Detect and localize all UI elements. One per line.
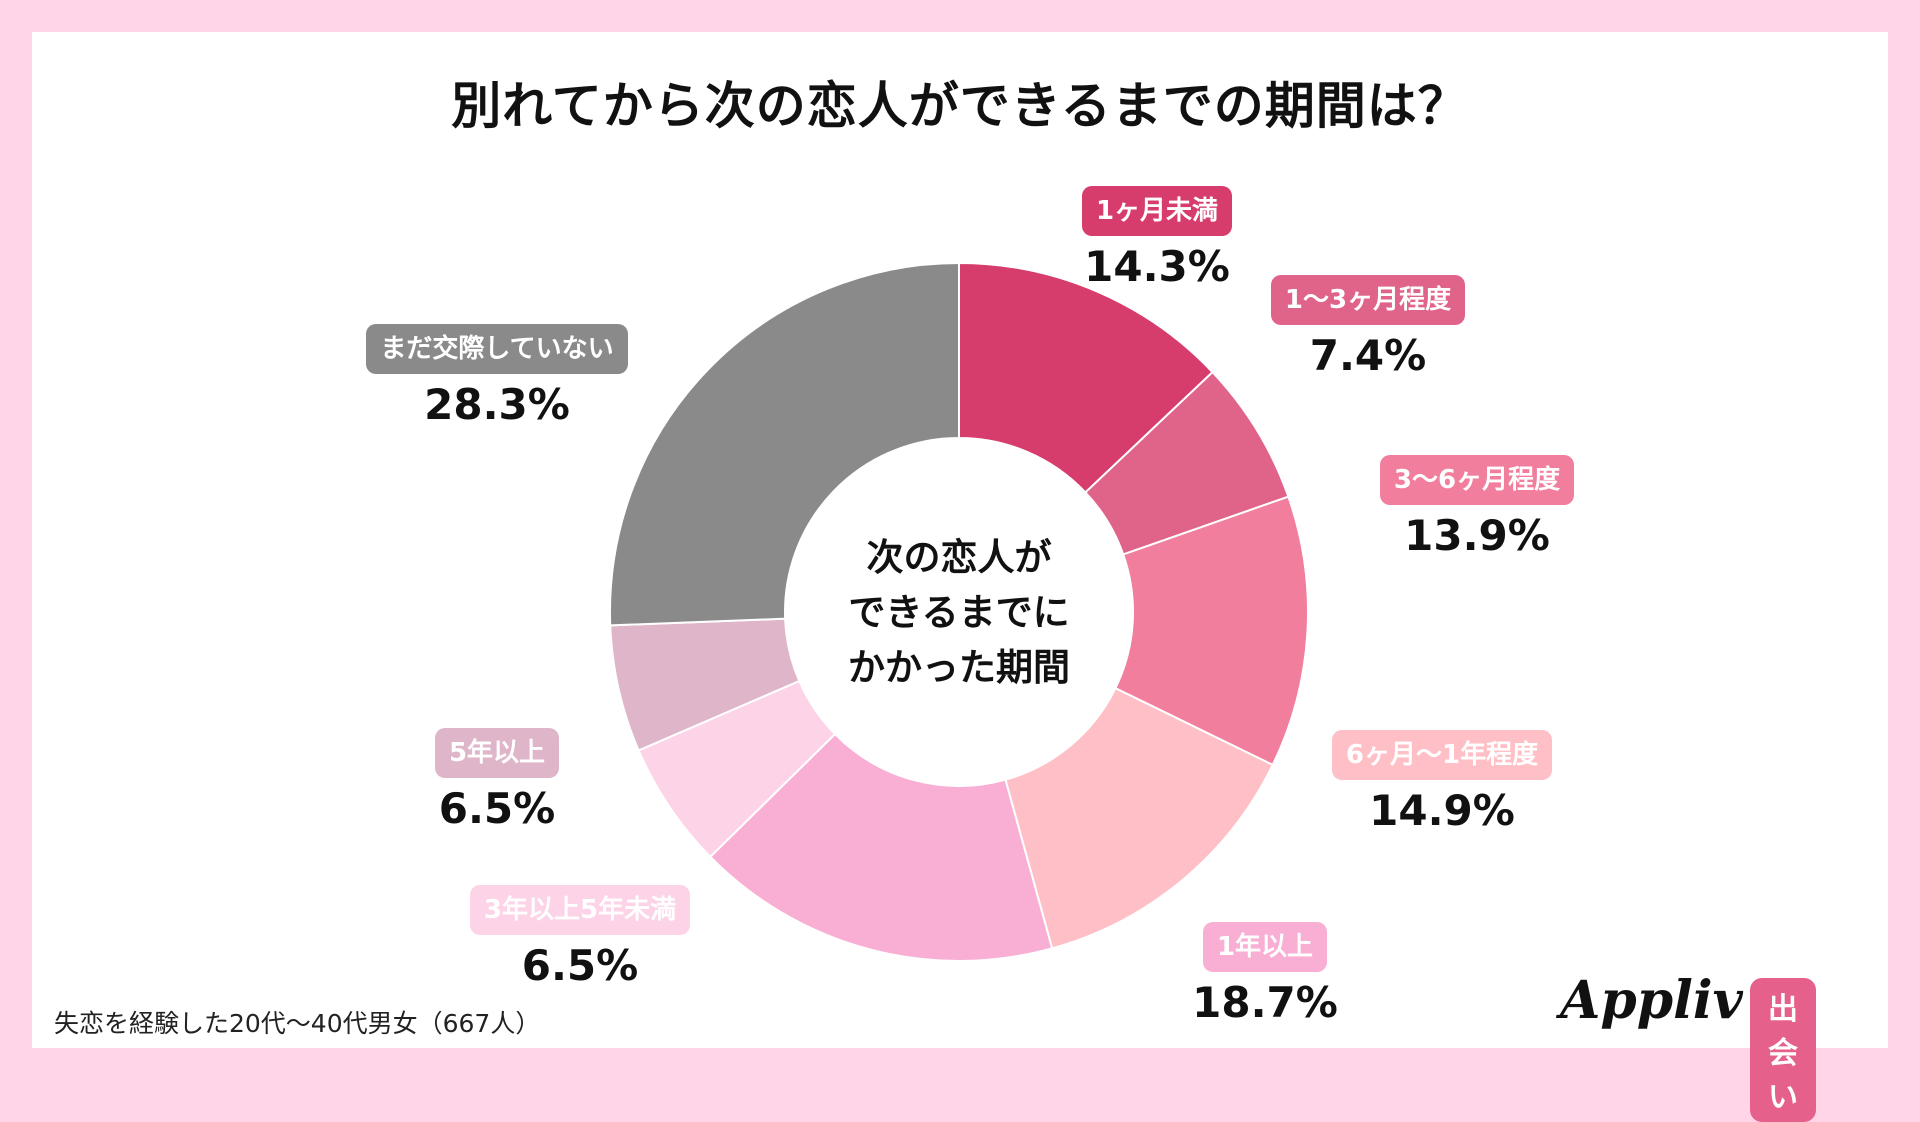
slice-label: 3年以上5年未満 6.5% [380,885,780,991]
value-label: 7.4% [1309,331,1427,380]
category-badge: 1〜3ヶ月程度 [1270,275,1466,325]
donut-slice [1114,495,1309,767]
donut-center-label: 次の恋人が できるまでに かかった期間 [779,530,1139,695]
chart-title: 別れてから次の恋人ができるまでの期間は？ [451,77,1469,135]
category-badge: 1ヶ月未満 [1081,186,1233,236]
category-badge: 5年以上 [434,728,560,778]
value-label: 14.3% [1084,242,1230,291]
logo-brand: Appliv [1560,970,1743,1031]
value-label: 18.7% [1192,978,1338,1027]
logo-badge: 出会い [1750,978,1816,1122]
value-label: 14.9% [1369,786,1515,835]
category-badge: 1年以上 [1202,922,1328,972]
slice-label: 6ヶ月〜1年程度 14.9% [1242,730,1642,836]
donut-slice [708,732,1054,962]
category-badge: 3〜6ヶ月程度 [1379,455,1575,505]
donut-slice [958,261,1214,494]
center-line: 次の恋人が [866,536,1052,579]
category-badge: まだ交際していない [366,324,628,374]
category-badge: 6ヶ月〜1年程度 [1331,730,1553,780]
value-label: 6.5% [521,941,639,990]
value-label: 13.9% [1404,511,1550,560]
slice-label: 3〜6ヶ月程度 13.9% [1277,455,1677,561]
slice-label: まだ交際していない 28.3% [297,324,697,430]
center-line: できるまでに [848,591,1070,634]
footnote: 失恋を経験した20代〜40代男女（667人） [54,1009,541,1038]
donut-chart [609,261,1309,962]
center-line: かかった期間 [848,646,1070,689]
donut-slice [1004,686,1275,950]
category-badge: 3年以上5年未満 [469,885,691,935]
slice-label: 1〜3ヶ月程度 7.4% [1168,275,1568,381]
value-label: 6.5% [438,784,556,833]
slice-label: 1ヶ月未満 14.3% [957,186,1357,292]
donut-slice [609,261,960,627]
slice-label: 1年以上 18.7% [1065,922,1465,1028]
slice-label: 5年以上 6.5% [297,728,697,834]
value-label: 28.3% [424,380,570,429]
